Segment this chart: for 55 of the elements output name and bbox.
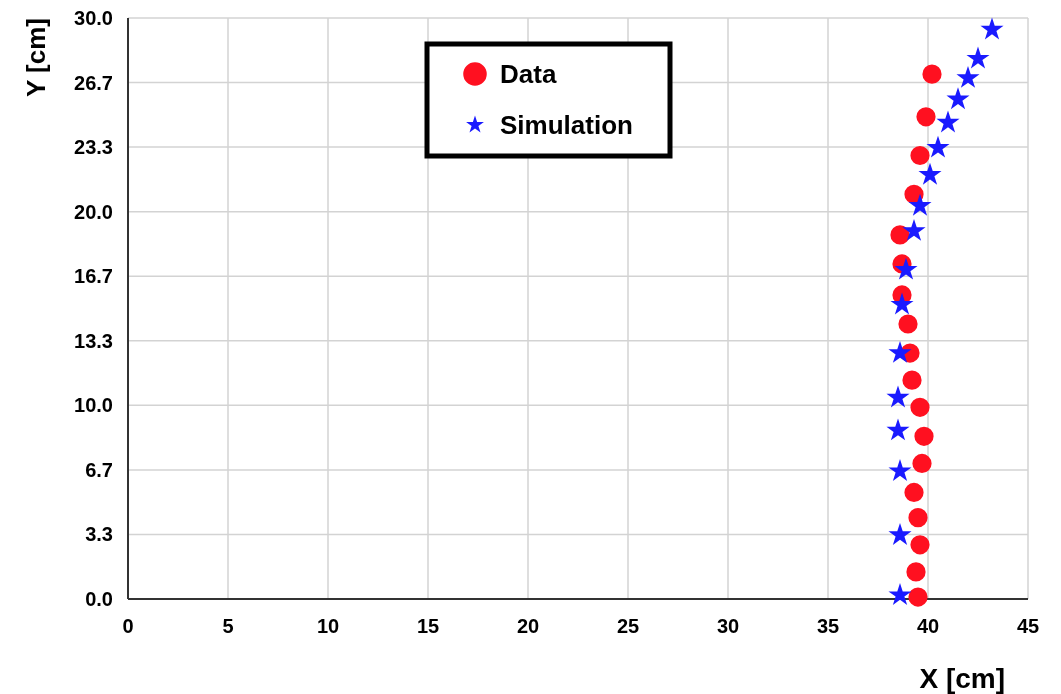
- point: [886, 385, 910, 408]
- point: [904, 482, 924, 503]
- point: [888, 583, 912, 605]
- point: [890, 225, 910, 245]
- point: [908, 193, 932, 216]
- y-tick-label: 3.3: [85, 523, 113, 546]
- y-tick-label: 23.3: [74, 136, 113, 159]
- y-tick-label: 20.0: [74, 200, 113, 223]
- x-tick-label: 10: [316, 615, 340, 637]
- point: [926, 135, 950, 158]
- point: [966, 46, 990, 69]
- point: [906, 562, 926, 582]
- x-tick-label: 45: [1016, 615, 1040, 637]
- y-axis-title: Y [cm]: [21, 18, 51, 97]
- point: [886, 418, 910, 441]
- point: [936, 110, 960, 133]
- x-tick-label: 0: [122, 615, 134, 637]
- x-tick-label: 25: [616, 615, 640, 637]
- point: [908, 508, 928, 528]
- point: [980, 17, 1004, 40]
- y-tick-label: 10.0: [74, 394, 113, 417]
- point: [922, 64, 942, 84]
- point: [916, 107, 936, 127]
- point: [946, 87, 970, 110]
- x-tick-label: 5: [222, 615, 234, 637]
- point: [894, 257, 918, 280]
- x-tick-label: 20: [516, 615, 540, 637]
- point: [888, 522, 912, 545]
- point: [914, 426, 934, 446]
- y-tick-label: 6.7: [85, 458, 113, 481]
- point: [888, 340, 912, 363]
- x-tick-label: 40: [916, 615, 940, 637]
- y-tick-label: 0.0: [85, 588, 113, 610]
- y-tick-label: 13.3: [74, 329, 113, 352]
- point: [918, 162, 942, 185]
- y-tick-label: 16.7: [74, 265, 113, 288]
- x-tick-label: 15: [416, 615, 440, 637]
- point: [910, 145, 930, 166]
- point: [908, 587, 928, 607]
- point: [888, 459, 912, 481]
- point: [898, 314, 918, 334]
- point: [890, 292, 914, 315]
- point: [956, 65, 980, 88]
- point: [910, 535, 930, 555]
- y-tick-label: 26.7: [74, 71, 113, 94]
- point: [902, 370, 922, 390]
- point: [912, 453, 932, 474]
- x-tick-label: 30: [716, 615, 740, 637]
- point: [910, 397, 930, 417]
- y-tick-label: 30.0: [74, 7, 113, 29]
- legend-label: Simulation: [500, 110, 633, 141]
- x-tick-label: 35: [816, 615, 840, 637]
- legend-label: Data: [500, 59, 557, 90]
- point: [902, 218, 926, 241]
- x-axis-title: X [cm]: [919, 663, 1005, 694]
